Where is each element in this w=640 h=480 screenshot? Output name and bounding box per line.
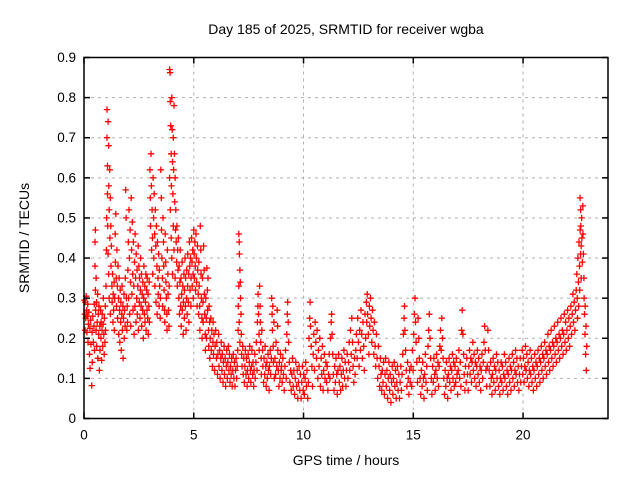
x-tick-label: 15 (406, 428, 421, 443)
x-tick-label: 5 (190, 428, 198, 443)
y-tick-label: 0.2 (57, 331, 76, 346)
x-tick-label: 0 (80, 428, 88, 443)
y-tick-label: 0.5 (57, 210, 76, 225)
x-axis-label: GPS time / hours (292, 452, 400, 468)
y-tick-label: 0.4 (57, 251, 76, 266)
y-tick-label: 0.3 (57, 291, 76, 306)
y-tick-label: 0.6 (57, 170, 76, 185)
y-axis-label: SRMTID / TECUs (16, 182, 32, 294)
y-tick-label: 0.1 (57, 371, 76, 386)
y-tick-label: 0.7 (57, 130, 76, 145)
y-tick-label: 0.9 (57, 50, 76, 65)
x-tick-label: 20 (516, 428, 531, 443)
plot-border (83, 56, 609, 420)
y-tick-label: 0.8 (57, 90, 76, 105)
chart-title: Day 185 of 2025, SRMTID for receiver wgb… (208, 21, 484, 37)
x-tick-label: 10 (296, 428, 311, 443)
y-tick-label: 0 (68, 411, 76, 426)
